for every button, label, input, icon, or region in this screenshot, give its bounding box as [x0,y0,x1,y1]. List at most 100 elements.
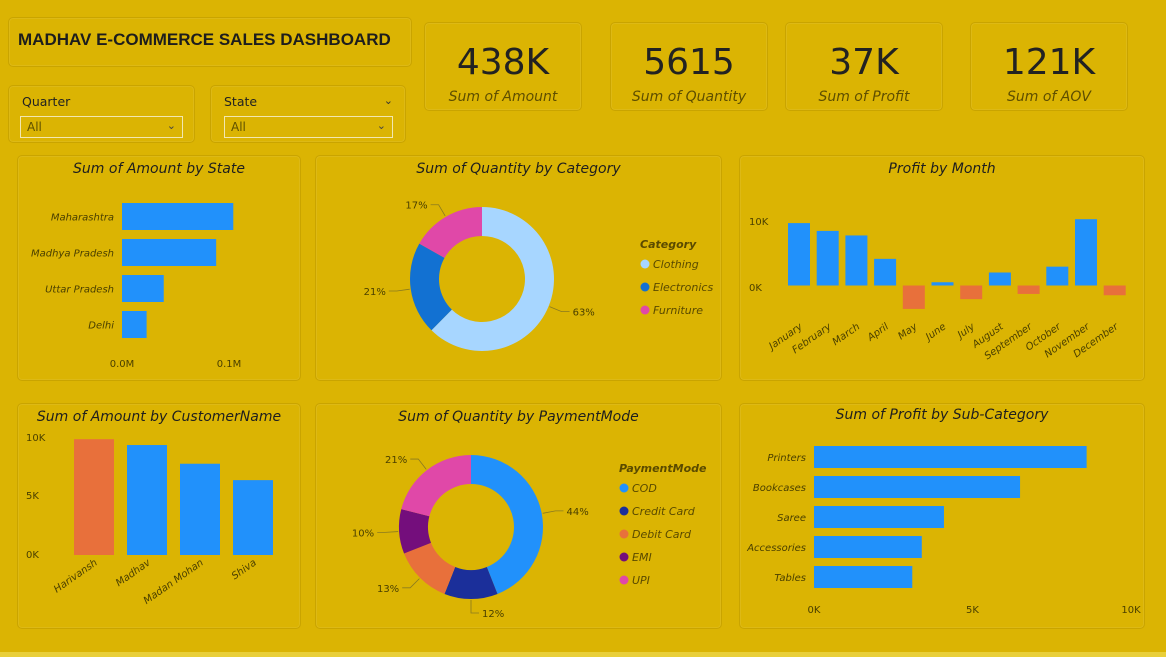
tick-label: 0.1M [217,359,242,370]
legend-title: PaymentMode [619,462,707,475]
bar [902,285,925,309]
data-label: 21% [364,287,386,298]
quantity-by-paymentmode-chart[interactable]: Sum of Quantity by PaymentMode 44% 12% 13%… [315,403,722,629]
quantity-by-paymentmode-svg: 44% 12% 13% 10% 21% PaymentMode COD Credit Card… [352,455,707,620]
category-label: Tables [774,573,806,584]
legend-entry: EMI [632,551,652,564]
donut-slice [404,542,456,594]
leader-line [542,510,564,514]
kpi-value: 5615 [643,42,735,83]
legend-swatch [640,305,650,315]
legend-entry: Credit Card [632,505,696,518]
state-dropdown[interactable]: All ⌄ [224,116,393,138]
quantity-by-category-svg: 63% 21% 17% Category Clothing Electronics Furn… [364,201,713,351]
quantity-by-category-chart[interactable]: Sum of Quantity by Category 63% 21% 17% Cat… [315,155,722,381]
kpi-value: 438K [456,42,550,83]
legend-swatch [619,552,629,562]
donut-slice [410,243,452,331]
legend-entry: COD [632,482,657,495]
bar [1046,266,1069,286]
legend-entry: Debit Card [632,528,692,541]
bar [122,311,147,338]
bar [1075,219,1097,286]
data-label: 10% [352,528,374,539]
category-label: Madhav [114,557,154,589]
chevron-down-icon[interactable]: ⌄ [376,119,386,132]
kpi-card-profit: 37K Sum of Profit [785,22,943,111]
tick-label: 0K [26,550,39,561]
category-label: April [865,321,891,344]
category-label: Harivansh [52,557,100,595]
bottom-strip [0,652,1166,657]
kpi-card-amount: 438K Sum of Amount [424,22,582,111]
state-slicer[interactable]: State ⌄ All ⌄ [210,85,406,143]
bar [814,506,944,528]
leader-line [430,204,446,217]
category-label: May [896,321,920,342]
data-label: 12% [482,609,504,620]
tick-label: 0K [749,283,762,294]
tick-label: 10K [1121,605,1141,616]
bar [127,445,167,555]
category-label: Maharashtra [51,213,114,224]
quarter-slicer[interactable]: Quarter All ⌄ [8,85,195,143]
category-label: Madhya Pradesh [31,249,114,260]
amount-by-state-svg: Maharashtra Madhya Pradesh Uttar Pradesh De… [31,203,242,370]
donut-slice [431,207,554,351]
kpi-card-aov: 121K Sum of AOV [970,22,1128,111]
profit-by-month-chart[interactable]: Profit by Month January February March Apri… [739,155,1145,381]
data-label: 44% [566,507,588,518]
leader-line [470,600,479,614]
tick-label: 0K [808,605,821,616]
category-label: March [831,321,862,348]
legend-swatch [619,575,629,585]
legend-swatch [619,483,629,493]
bar [960,285,983,300]
category-label: Delhi [88,321,114,332]
category-label: Saree [777,513,806,524]
amount-by-customer-chart[interactable]: Sum of Amount by CustomerName Harivansh M… [17,403,301,629]
kpi-label: Sum of Amount [448,89,558,105]
donut-slice [471,455,543,594]
bar [988,272,1011,286]
chevron-down-icon[interactable]: ⌄ [166,119,176,132]
category-label: Accessories [746,543,806,554]
bar [233,480,273,555]
bar [874,258,897,286]
chevron-down-icon[interactable]: ⌄ [383,94,393,107]
quarter-dropdown[interactable]: All ⌄ [20,116,183,138]
tick-label: 10K [26,433,46,444]
leader-line [549,306,570,313]
quarter-slicer-label: Quarter [22,94,71,109]
legend-swatch [640,282,650,292]
legend-entry: Electronics [653,281,713,294]
bar [814,566,913,588]
dashboard-title: MADHAV E-COMMERCE SALES DASHBOARD [18,30,391,49]
legend-swatch [619,529,629,539]
chart-title: Sum of Profit by Sub-Category [835,407,1049,423]
data-label: 63% [573,308,595,319]
bar [1103,285,1126,296]
quarter-dropdown-value: All [27,120,42,134]
tick-label: 10K [749,217,769,228]
profit-by-subcategory-svg: Printers Bookcases Saree Accessories Tables 0… [746,446,1141,616]
bar [814,476,1021,498]
chart-title: Sum of Amount by CustomerName [36,409,282,425]
bar [931,282,954,286]
profit-by-subcategory-chart[interactable]: Sum of Profit by Sub-Category Printers Bo… [739,403,1145,629]
chart-title: Sum of Quantity by PaymentMode [398,409,639,425]
tick-label: 5K [26,491,39,502]
data-label: 13% [377,584,399,595]
leader-line [410,458,427,470]
category-label: Shiva [230,557,259,582]
kpi-label: Sum of Quantity [631,89,747,105]
kpi-value: 121K [1002,42,1096,83]
leader-line [377,531,399,533]
category-label: June [922,321,948,344]
amount-by-state-chart[interactable]: Sum of Amount by State Maharashtra Madhya… [17,155,301,381]
chart-title: Sum of Quantity by Category [416,161,621,177]
data-label: 21% [385,455,407,466]
bar [814,536,922,558]
